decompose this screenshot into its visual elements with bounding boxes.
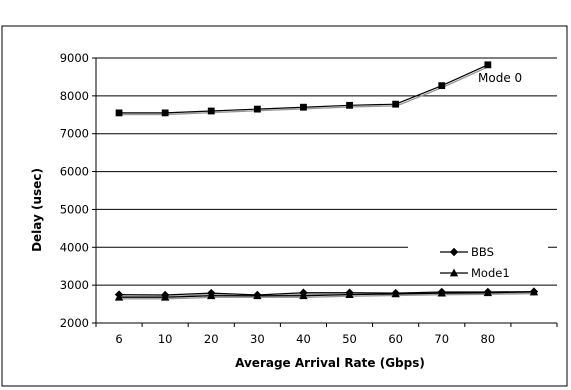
y-axis-label: Delay (usec) xyxy=(30,168,44,252)
annotations: Mode 0 xyxy=(478,71,522,85)
point-mode-0-1 xyxy=(161,109,169,117)
series-group xyxy=(114,61,539,301)
axes xyxy=(92,57,558,327)
point-mode1-7 xyxy=(437,288,446,297)
x-tick-label-80: 80 xyxy=(481,332,496,346)
series-mode-0 xyxy=(115,61,492,117)
x-tick-label-10: 10 xyxy=(158,332,173,346)
point-mode-0-3 xyxy=(253,105,261,113)
x-tick-label-60: 60 xyxy=(388,332,403,346)
x-tick-label-70: 70 xyxy=(434,332,449,346)
y-tick-label-6000: 6000 xyxy=(60,165,89,179)
series-line-mode1 xyxy=(119,291,534,298)
point-mode1-2 xyxy=(207,291,216,300)
legend-marker-mode1 xyxy=(449,268,459,277)
y-tick-label-9000: 9000 xyxy=(60,51,89,65)
point-mode1-9 xyxy=(529,287,539,296)
annotation-0: Mode 0 xyxy=(478,71,522,85)
y-tick-label-4000: 4000 xyxy=(60,240,89,254)
legend-background xyxy=(408,237,548,283)
legend-label-mode1: Mode1 xyxy=(471,266,510,280)
point-mode-0-0 xyxy=(115,109,123,117)
x-tick-label-6: 6 xyxy=(115,332,122,346)
point-mode-0-8 xyxy=(484,61,492,69)
y-tick-label-8000: 8000 xyxy=(60,89,89,103)
legend-marker-bbs xyxy=(449,247,459,257)
point-mode1-6 xyxy=(391,289,400,298)
y-tick-labels: 2000 3000 4000 5000 6000 7000 8000 9000 xyxy=(60,51,89,330)
y-tick-label-7000: 7000 xyxy=(60,127,89,141)
y-tick-label-5000: 5000 xyxy=(60,202,89,216)
point-mode1-0 xyxy=(114,292,124,301)
x-tick-labels: 6 10 20 30 40 50 60 70 80 xyxy=(115,332,495,346)
point-mode-0-5 xyxy=(346,101,353,109)
legend: BBS Mode1 xyxy=(408,237,548,283)
y-tick-label-2000: 2000 xyxy=(60,316,89,330)
x-tick-label-50: 50 xyxy=(342,332,357,346)
point-mode1-8 xyxy=(483,288,493,297)
point-mode1-1 xyxy=(160,292,170,301)
x-tick-label-40: 40 xyxy=(296,332,311,346)
x-axis-label: Average Arrival Rate (Gbps) xyxy=(235,356,425,370)
point-mode-0-7 xyxy=(438,82,446,90)
point-mode1-5 xyxy=(345,290,354,299)
y-tick-label-3000: 3000 xyxy=(60,278,89,292)
series-mode1 xyxy=(114,287,539,301)
point-mode1-3 xyxy=(253,291,262,300)
point-mode-0-2 xyxy=(207,107,215,115)
series-shadow-mode1 xyxy=(120,292,536,300)
series-line-bbs xyxy=(119,290,534,296)
x-tick-label-30: 30 xyxy=(250,332,265,346)
point-mode-0-4 xyxy=(300,103,307,111)
legend-label-bbs: BBS xyxy=(471,245,494,259)
point-mode1-4 xyxy=(299,291,308,300)
x-tick-label-20: 20 xyxy=(204,332,219,346)
point-mode-0-6 xyxy=(392,100,400,108)
series-shadow-bbs xyxy=(120,292,536,298)
